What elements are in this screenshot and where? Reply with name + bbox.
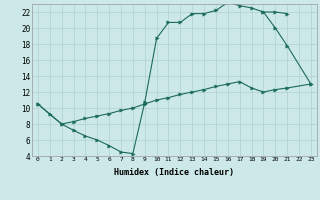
X-axis label: Humidex (Indice chaleur): Humidex (Indice chaleur): [115, 168, 234, 177]
